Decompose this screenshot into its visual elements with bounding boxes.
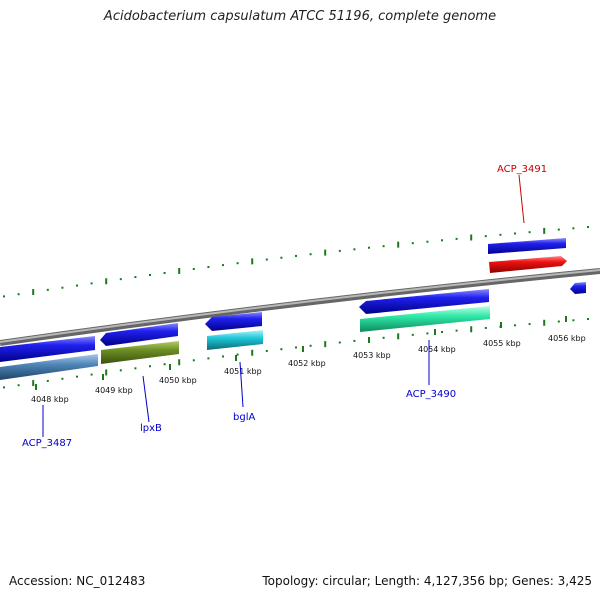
svg-text:4055 kbp: 4055 kbp [483, 339, 521, 348]
gene-lpxb-cds[interactable] [100, 323, 178, 346]
genome-backbone-highlight [0, 269, 600, 343]
gene-acp3491-function[interactable] [489, 256, 567, 273]
svg-text:ACP_3490: ACP_3490 [406, 389, 456, 400]
gene-far-right-cds[interactable] [570, 282, 586, 294]
gene-label-acp3491[interactable]: ACP_3491 [497, 164, 547, 224]
ruler-tick-4051: 4051 kbp [224, 355, 262, 376]
gene-acp3487-cds[interactable] [0, 336, 95, 362]
gene-lpxb-function[interactable] [101, 341, 179, 364]
ruler-tick-4048: 4048 kbp [31, 384, 69, 404]
gene-label-acp3487[interactable]: ACP_3487 [22, 405, 72, 449]
gene-label-acp3490[interactable]: ACP_3490 [406, 340, 456, 400]
gene-label-lpxb[interactable]: lpxB [140, 375, 162, 434]
ruler-tick-4055: 4055 kbp [483, 322, 521, 348]
svg-text:4050 kbp: 4050 kbp [159, 376, 197, 385]
svg-text:4053 kbp: 4053 kbp [353, 351, 391, 360]
upper-tick-track [3, 226, 589, 298]
gene-acp3491-cds[interactable] [488, 238, 566, 254]
svg-text:4051 kbp: 4051 kbp [224, 367, 262, 376]
gene-acp3490-function[interactable] [360, 306, 490, 332]
svg-text:4056 kbp: 4056 kbp [548, 334, 586, 343]
svg-text:4048 kbp: 4048 kbp [31, 395, 69, 404]
map-title: Acidobacterium capsulatum ATCC 51196, co… [103, 9, 497, 24]
ruler-tick-4056: 4056 kbp [548, 316, 586, 343]
ruler-tick-4053: 4053 kbp [353, 337, 391, 360]
svg-text:4054 kbp: 4054 kbp [418, 345, 456, 354]
ruler-tick-4049: 4049 kbp [95, 374, 133, 395]
gene-label-bgla[interactable]: bglA [233, 361, 255, 423]
svg-text:4049 kbp: 4049 kbp [95, 386, 133, 395]
ruler-tick-4052: 4052 kbp [288, 346, 326, 368]
svg-text:bglA: bglA [233, 412, 255, 423]
accession-text: Accession: NC_012483 [9, 574, 146, 588]
svg-text:4052 kbp: 4052 kbp [288, 359, 326, 368]
ruler-tick-4050: 4050 kbp [159, 364, 197, 385]
svg-text:ACP_3491: ACP_3491 [497, 164, 547, 175]
genome-summary-text: Topology: circular; Length: 4,127,356 bp… [262, 574, 592, 588]
ruler-tick-4054: 4054 kbp [418, 329, 456, 354]
gene-bgla-cds[interactable] [205, 312, 262, 331]
gene-acp3487-function[interactable] [0, 354, 98, 380]
svg-text:ACP_3487: ACP_3487 [22, 438, 72, 449]
gene-bgla-function[interactable] [207, 330, 263, 350]
genome-backbone [0, 268, 600, 346]
svg-text:lpxB: lpxB [140, 423, 162, 434]
gene-acp3490-cds[interactable] [359, 289, 489, 314]
